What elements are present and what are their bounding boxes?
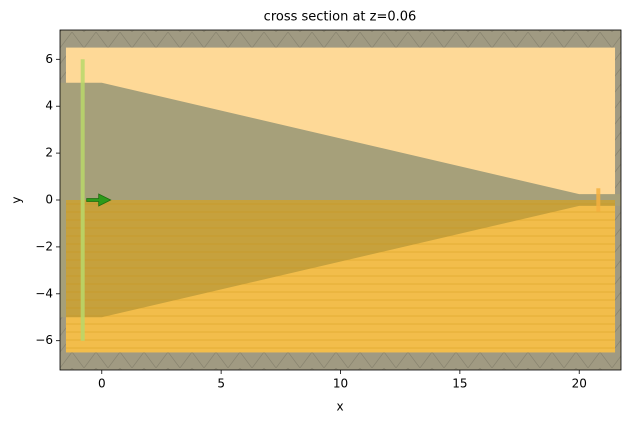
y-tick-label: 4 — [45, 99, 53, 113]
x-axis-label: x — [336, 400, 343, 414]
x-tick-label: 15 — [452, 377, 467, 391]
chart-title: cross section at z=0.06 — [264, 10, 417, 25]
symmetry-hatch — [65, 200, 616, 353]
y-tick-label: −2 — [35, 239, 53, 253]
y-tick-label: −4 — [35, 286, 53, 300]
source-direction-arrow — [86, 193, 112, 207]
y-tick-label: −6 — [35, 333, 53, 347]
y-tick-label: 0 — [45, 193, 53, 207]
plot-area — [60, 30, 621, 370]
y-tick-label: 2 — [45, 146, 53, 160]
x-tick-label: 0 — [98, 377, 106, 391]
y-axis-label: y — [10, 196, 24, 203]
x-tick-label: 5 — [217, 377, 225, 391]
y-tick-label: 6 — [45, 52, 53, 66]
x-tick-label: 10 — [333, 377, 348, 391]
x-tick-label: 20 — [572, 377, 587, 391]
